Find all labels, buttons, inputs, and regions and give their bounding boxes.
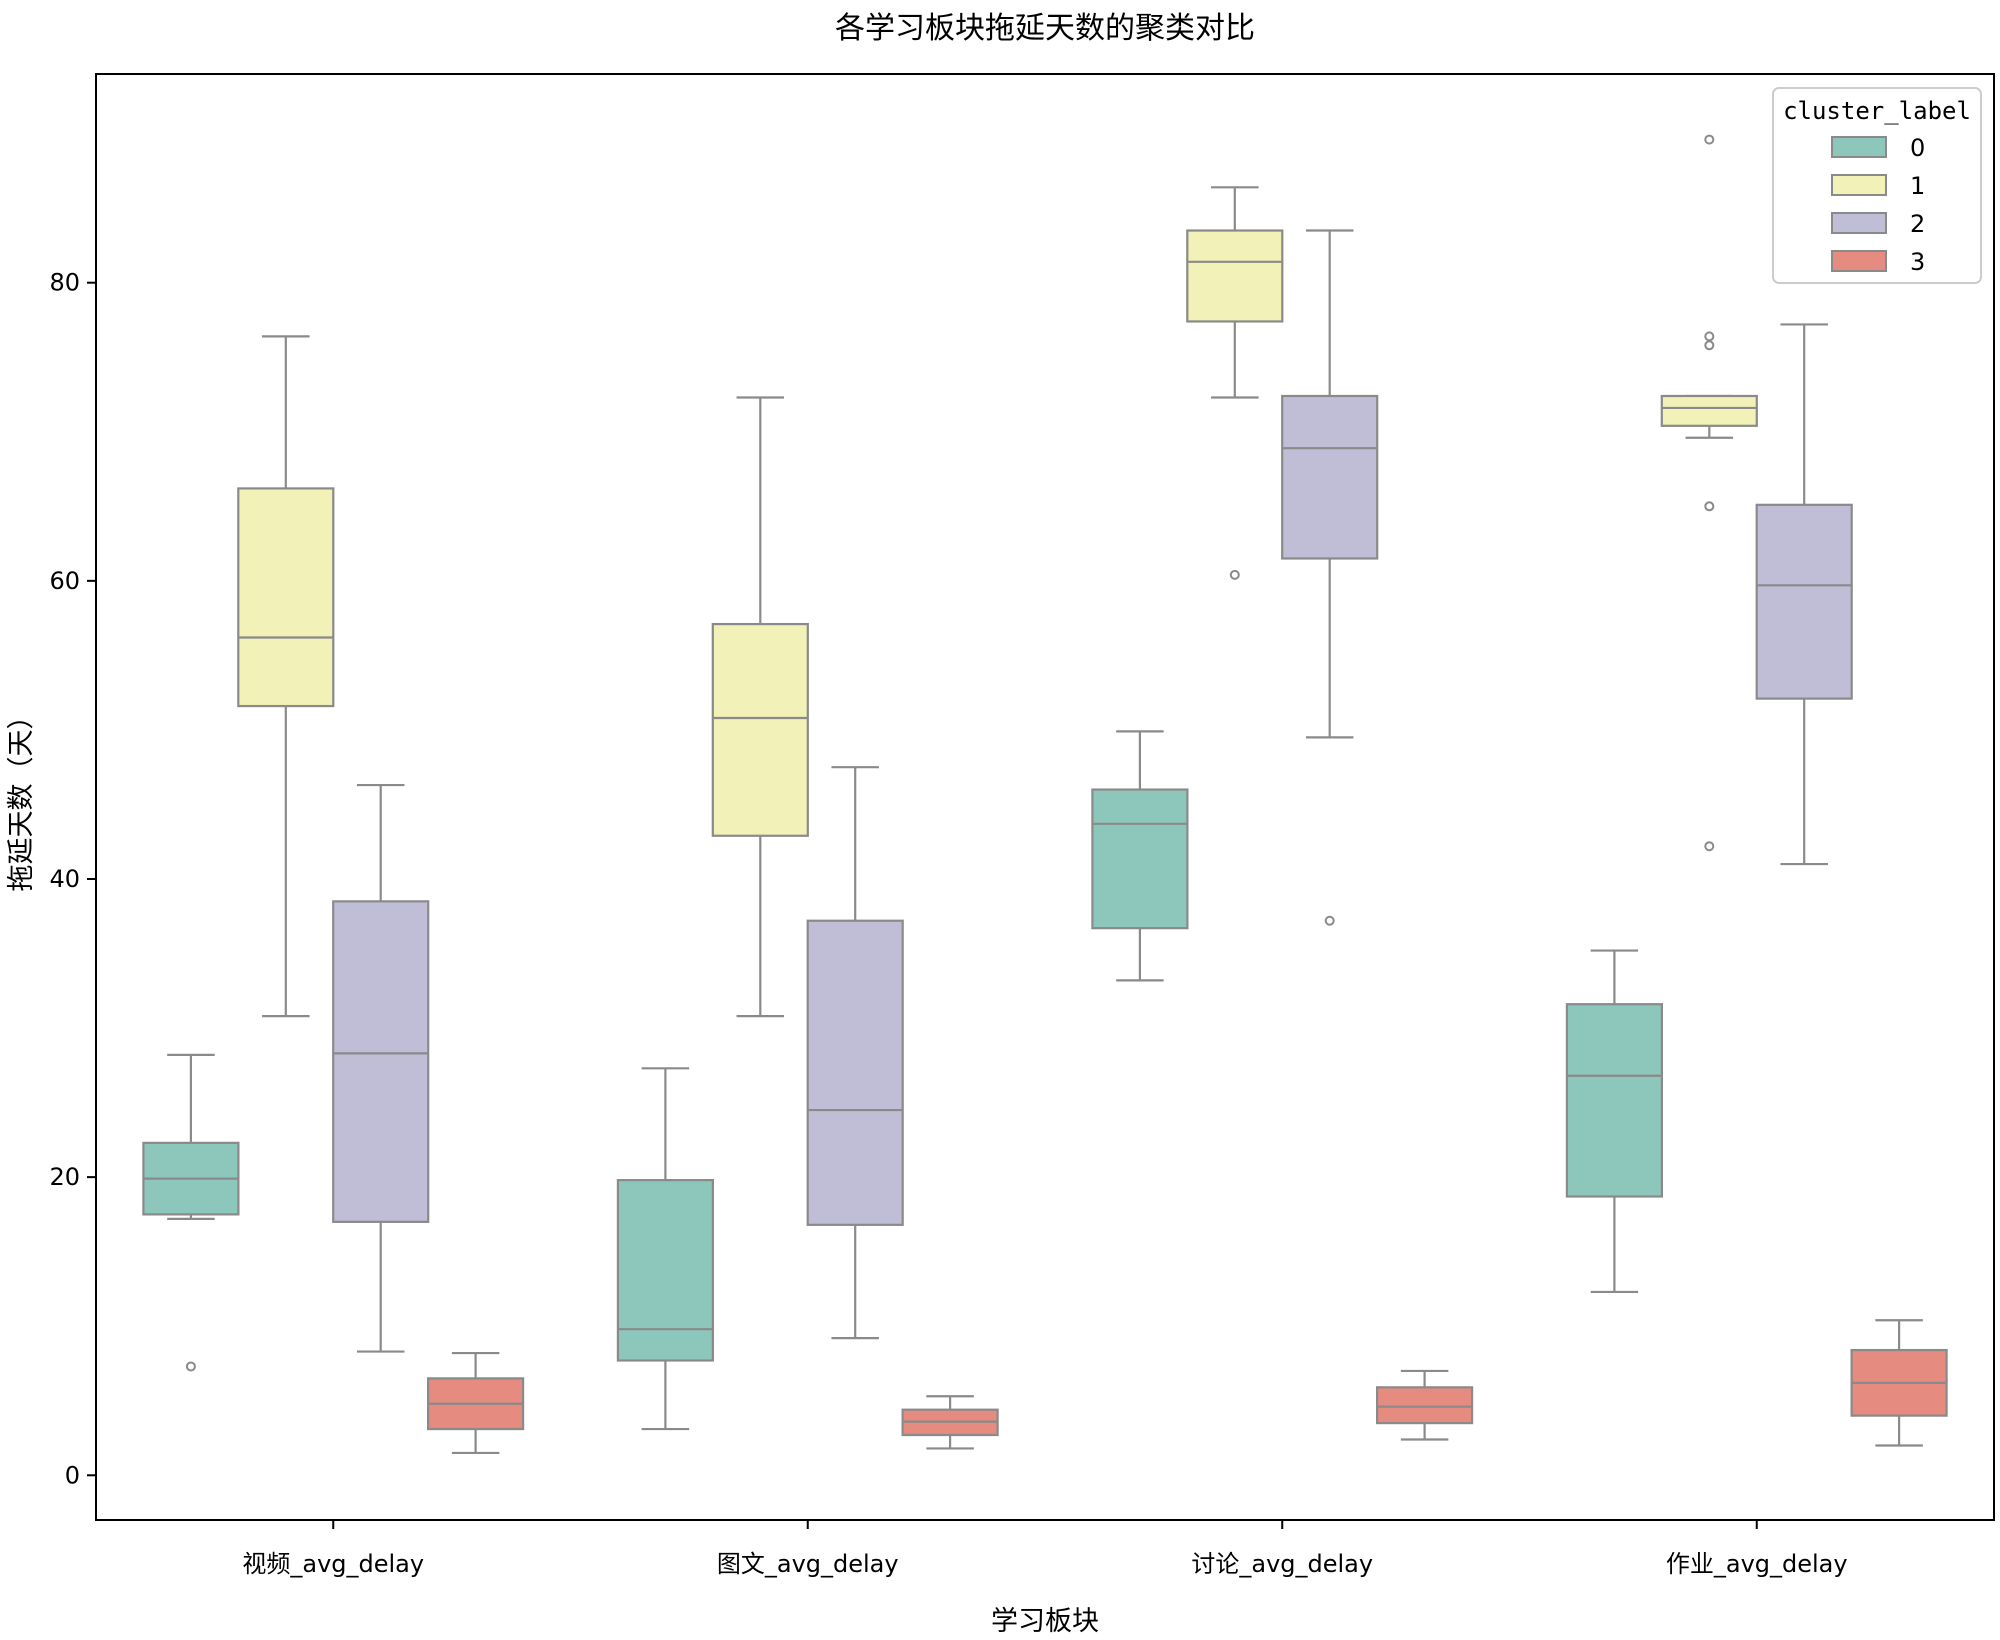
x-axis-label: 学习板块	[991, 1606, 1099, 1637]
legend-swatch	[1831, 250, 1887, 272]
y-tick-label: 20	[49, 1163, 80, 1191]
box-body	[711, 622, 809, 837]
box-cluster-1-0	[237, 335, 335, 1018]
outlier-point	[1229, 569, 1240, 580]
outlier-point	[1704, 501, 1715, 512]
legend: cluster_label 0 1 2 3	[1772, 87, 1982, 284]
legend-swatch	[1831, 212, 1887, 234]
box-body	[806, 919, 904, 1226]
legend-label: 2	[1910, 210, 1925, 238]
legend-items: 0 1 2 3	[1831, 134, 1925, 276]
box-cluster-1-3	[1660, 134, 1758, 852]
box-body	[1186, 229, 1284, 323]
box-groups	[142, 134, 1948, 1455]
box-cluster-0-2	[1091, 730, 1189, 982]
legend-title: cluster_label	[1783, 97, 1971, 125]
box-cluster-0-1	[616, 1067, 715, 1431]
box-cluster-3-0	[427, 1351, 525, 1455]
box-cluster-0-0	[142, 1053, 240, 1372]
y-tick-label: 0	[65, 1461, 80, 1489]
box-cluster-0-3	[1565, 949, 1664, 1294]
outlier-point	[1704, 841, 1715, 852]
y-tick-label: 60	[49, 567, 80, 595]
y-axis-label: 拖延天数（天）	[6, 703, 37, 892]
box-cluster-3-3	[1850, 1319, 1948, 1447]
y-tick-label: 40	[49, 865, 80, 893]
outlier-point	[1704, 134, 1715, 145]
box-body	[332, 900, 430, 1223]
box-cluster-2-1	[806, 766, 904, 1340]
outlier-point	[185, 1361, 196, 1372]
chart-title: 各学习板块拖延天数的聚类对比	[835, 11, 1255, 46]
box-cluster-2-2	[1281, 229, 1379, 926]
outlier-point	[1324, 915, 1335, 926]
x-tick-label: 视频_avg_delay	[242, 1550, 424, 1578]
plot-frame	[95, 73, 1995, 1521]
legend-swatch	[1831, 136, 1887, 158]
box-cluster-3-1	[901, 1395, 999, 1450]
legend-label: 3	[1910, 248, 1925, 276]
x-tick-label: 作业_avg_delay	[1666, 1550, 1848, 1578]
box-body	[616, 1179, 715, 1362]
box-cluster-1-2	[1186, 186, 1284, 580]
legend-swatch	[1831, 174, 1887, 196]
y-axis: 0 20 40 60 80	[49, 269, 96, 1489]
box-body	[1755, 503, 1853, 700]
box-cluster-1-1	[711, 396, 809, 1018]
box-cluster-3-2	[1375, 1369, 1474, 1441]
box-cluster-2-0	[332, 783, 430, 1353]
box-cluster-2-3	[1755, 323, 1853, 866]
legend-label: 1	[1910, 172, 1925, 200]
x-tick-label: 讨论_avg_delay	[1191, 1550, 1373, 1578]
x-tick-label: 图文_avg_delay	[717, 1550, 899, 1578]
outlier-point	[1704, 340, 1715, 351]
box-body	[237, 487, 335, 708]
box-body	[1565, 1003, 1664, 1198]
box-body	[1281, 394, 1379, 560]
box-body	[1091, 788, 1189, 930]
legend-label: 0	[1910, 134, 1925, 162]
y-tick-label: 80	[49, 269, 80, 297]
outlier-point	[1704, 331, 1715, 342]
box-body	[1375, 1386, 1474, 1425]
box-body	[1660, 394, 1758, 427]
x-axis: 视频_avg_delay 图文_avg_delay 讨论_avg_delay 作业_a…	[242, 1520, 1848, 1578]
